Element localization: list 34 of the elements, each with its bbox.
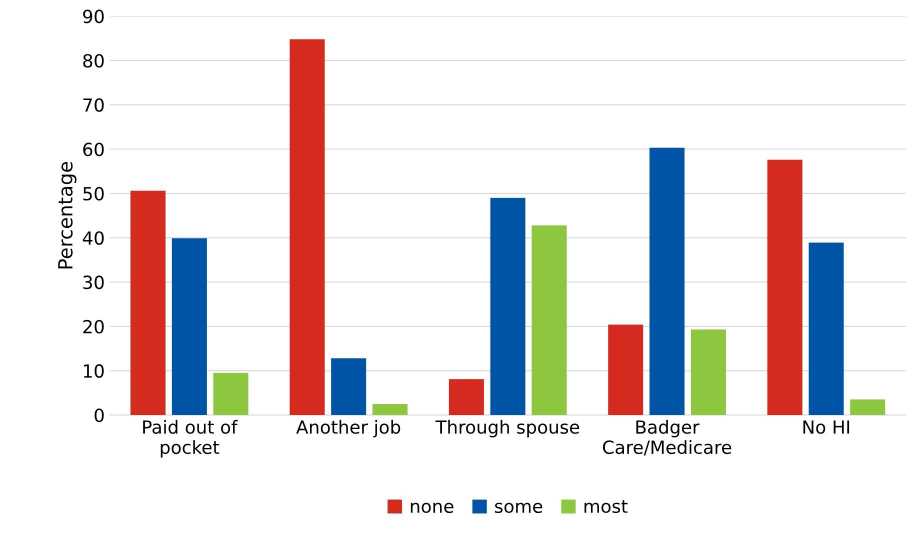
bar — [490, 198, 526, 416]
bar — [767, 160, 802, 416]
x-tick-label: No HI — [803, 420, 850, 434]
bar — [448, 379, 484, 416]
bar — [213, 372, 248, 416]
bar — [290, 39, 325, 416]
legend-label: none — [410, 502, 454, 514]
x-tick-label: Badger Care/Medicare — [602, 420, 732, 456]
bar — [532, 225, 567, 416]
y-tick-label: 0 — [94, 408, 104, 422]
y-tick-label: 30 — [83, 276, 104, 290]
bar — [650, 148, 685, 416]
y-tick-label: 80 — [83, 54, 104, 68]
bar — [331, 358, 366, 416]
bar — [608, 324, 644, 416]
y-axis-title: Percentage — [58, 162, 76, 268]
y-tick-label: 60 — [83, 142, 104, 156]
bar — [172, 238, 207, 416]
bar — [690, 329, 726, 416]
x-tick-label: Another job — [296, 420, 400, 438]
bar — [130, 190, 166, 416]
bar — [808, 242, 844, 416]
bar — [372, 404, 408, 416]
bar — [850, 400, 886, 416]
x-tick-label: Paid out of pocket — [143, 420, 238, 458]
y-tick-label: 70 — [83, 98, 104, 112]
legend-label: some — [495, 502, 542, 514]
y-tick-label: 10 — [84, 364, 104, 378]
y-tick-label: 20 — [83, 320, 104, 334]
x-tick-label: Through spouse — [436, 420, 580, 438]
y-tick-label: 90 — [83, 10, 104, 24]
legend-label: most — [584, 500, 628, 514]
y-tick-label: 50 — [83, 186, 104, 201]
y-tick-label: 40 — [82, 231, 104, 245]
